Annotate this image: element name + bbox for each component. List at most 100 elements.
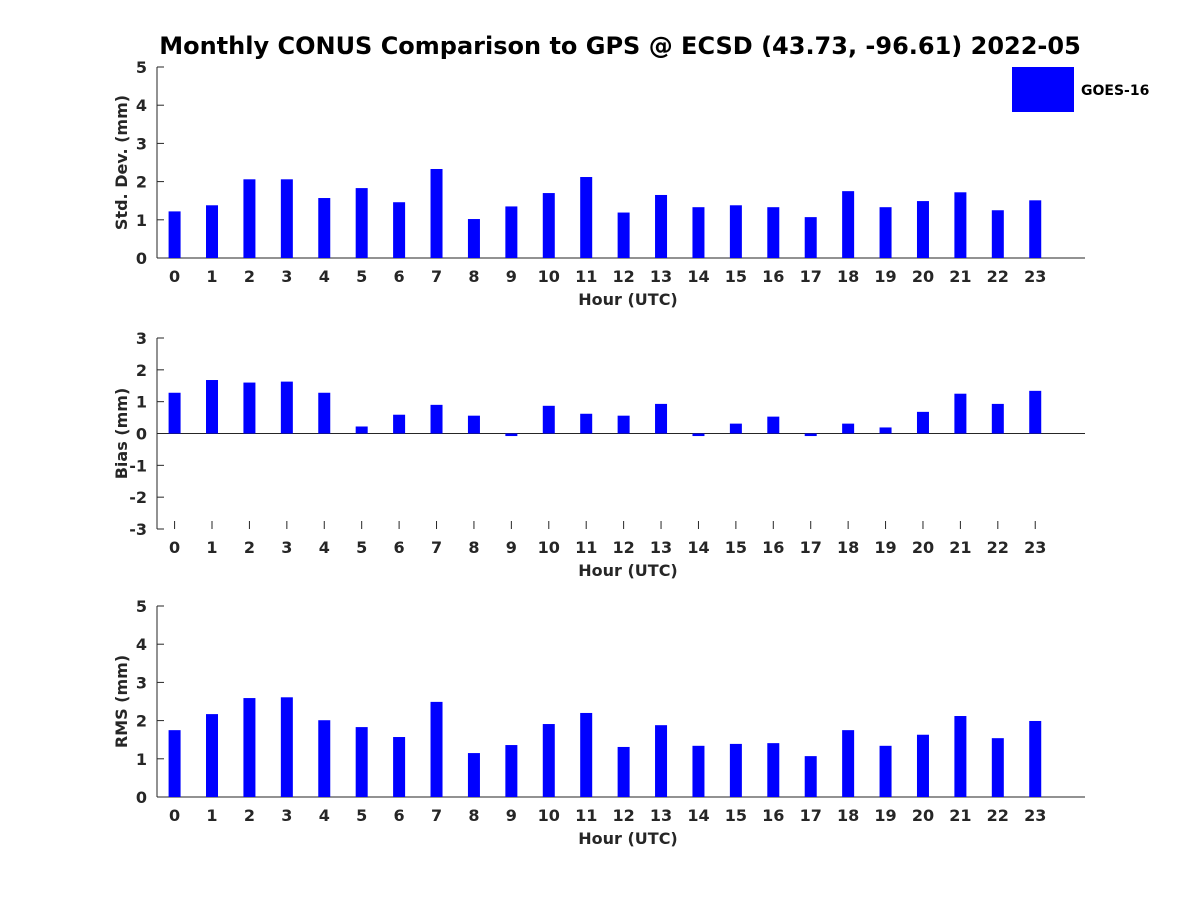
bar-hour-12 (617, 746, 630, 797)
bar-hour-11 (580, 413, 593, 434)
x-tick-label: 22 (987, 538, 1009, 557)
x-tick-label: 2 (244, 538, 255, 557)
x-axis-label: Hour (UTC) (578, 290, 678, 309)
x-tick-label: 6 (394, 538, 405, 557)
x-tick-label: 3 (281, 267, 292, 286)
bar-hour-13 (655, 725, 668, 797)
x-tick-label: 1 (206, 538, 217, 557)
x-tick-label: 7 (431, 267, 442, 286)
x-tick-label: 21 (949, 538, 971, 557)
x-tick-label: 12 (612, 267, 634, 286)
x-tick-label: 20 (912, 538, 934, 557)
bar-hour-5 (355, 727, 368, 797)
x-tick-label: 13 (650, 806, 672, 825)
bar-hour-3 (280, 179, 293, 258)
x-tick-label: 4 (319, 806, 330, 825)
x-tick-label: 18 (837, 538, 859, 557)
y-tick-label: -1 (129, 456, 147, 475)
x-tick-label: 16 (762, 538, 784, 557)
x-tick-label: 7 (431, 806, 442, 825)
x-axis-label: Hour (UTC) (578, 561, 678, 580)
bar-hour-12 (617, 212, 630, 258)
bar-hour-15 (729, 743, 742, 797)
bar-hour-19 (879, 207, 892, 258)
bar-hour-10 (542, 193, 555, 258)
x-tick-label: 10 (538, 538, 560, 557)
x-tick-label: 2 (244, 267, 255, 286)
bar-hour-3 (280, 697, 293, 797)
bar-hour-13 (655, 403, 668, 434)
bar-hour-10 (542, 724, 555, 797)
bar-hour-10 (542, 405, 555, 434)
x-tick-label: 21 (949, 267, 971, 286)
x-tick-label: 20 (912, 806, 934, 825)
bar-hour-5 (355, 426, 368, 434)
bar-hour-22 (991, 210, 1004, 258)
bar-hour-0 (168, 392, 181, 434)
bar-hour-2 (243, 382, 256, 434)
bar-hour-20 (916, 201, 929, 258)
bar-hour-18 (842, 423, 855, 434)
x-tick-label: 17 (800, 538, 822, 557)
x-tick-label: 0 (169, 267, 180, 286)
bar-hour-18 (842, 191, 855, 258)
x-tick-label: 17 (800, 806, 822, 825)
y-tick-label: 4 (136, 96, 147, 115)
x-tick-label: 9 (506, 538, 517, 557)
x-tick-label: 14 (687, 806, 709, 825)
bar-hour-6 (393, 737, 406, 797)
x-tick-label: 0 (169, 806, 180, 825)
x-tick-label: 11 (575, 538, 597, 557)
bar-hour-0 (168, 211, 181, 258)
bar-hour-8 (467, 753, 480, 797)
x-tick-label: 8 (468, 267, 479, 286)
bar-hour-14 (692, 207, 705, 258)
bar-hour-19 (879, 745, 892, 797)
x-tick-label: 5 (356, 538, 367, 557)
y-tick-label: 2 (136, 712, 147, 731)
x-tick-label: 8 (468, 538, 479, 557)
x-tick-label: 18 (837, 267, 859, 286)
legend-swatch (1012, 67, 1074, 112)
x-tick-label: 14 (687, 267, 709, 286)
x-tick-label: 16 (762, 806, 784, 825)
bar-hour-6 (393, 414, 406, 434)
y-tick-label: 0 (136, 788, 147, 807)
x-tick-label: 15 (725, 806, 747, 825)
bar-hour-7 (430, 168, 443, 258)
bar-hour-4 (318, 720, 331, 797)
x-tick-label: 8 (468, 806, 479, 825)
bar-hour-1 (206, 205, 219, 258)
x-tick-label: 16 (762, 267, 784, 286)
y-tick-label: 2 (136, 173, 147, 192)
bar-hour-15 (729, 205, 742, 258)
bar-hour-21 (954, 393, 967, 434)
bar-hour-13 (655, 194, 668, 258)
x-tick-label: 23 (1024, 806, 1046, 825)
x-tick-label: 20 (912, 267, 934, 286)
bar-hour-8 (467, 415, 480, 434)
bar-hour-3 (280, 381, 293, 434)
bar-hour-11 (580, 712, 593, 797)
x-tick-label: 1 (206, 806, 217, 825)
x-tick-label: 6 (394, 267, 405, 286)
bar-hour-16 (767, 416, 780, 434)
bar-hour-23 (1029, 390, 1042, 434)
x-tick-label: 0 (169, 538, 180, 557)
bar-hour-16 (767, 743, 780, 797)
y-tick-label: 4 (136, 635, 147, 654)
bar-hour-5 (355, 188, 368, 258)
legend-label: GOES-16 (1081, 83, 1149, 99)
bar-hour-19 (879, 427, 892, 434)
x-tick-label: 19 (874, 538, 896, 557)
x-tick-label: 19 (874, 267, 896, 286)
y-tick-label: 3 (136, 329, 147, 348)
x-tick-label: 7 (431, 538, 442, 557)
y-tick-label: 0 (136, 249, 147, 268)
bar-hour-9 (505, 433, 518, 437)
x-tick-label: 18 (837, 806, 859, 825)
